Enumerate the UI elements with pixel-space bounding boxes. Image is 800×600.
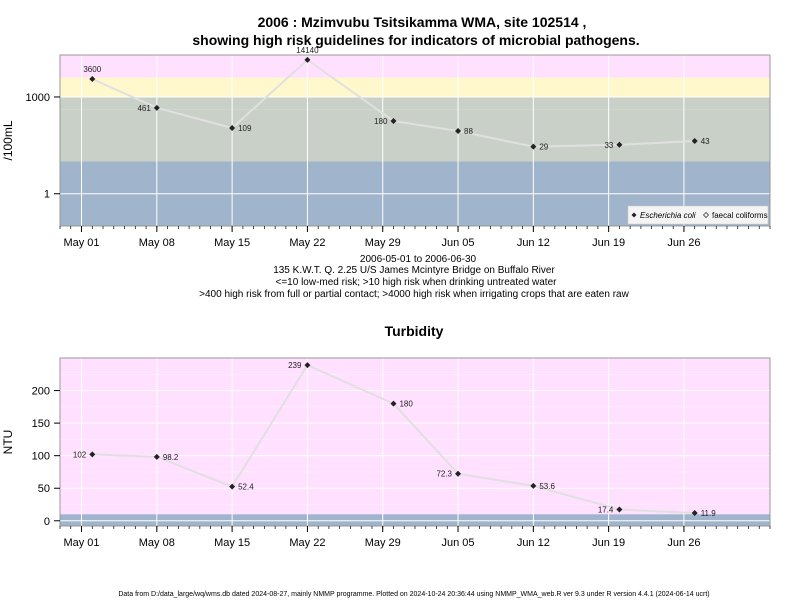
data-label: 11.9 — [701, 509, 717, 518]
legend-marker-ecoli — [631, 212, 637, 218]
ecoli-panel: May 01 May 08 May 15 May 22 May 29 Jun 05 Jun … — [1, 46, 771, 249]
x-tick-label: May 15 — [214, 537, 250, 549]
x-tick-label: Jun 26 — [667, 537, 700, 549]
legend-label-ecoli: Escherichia coli — [640, 211, 696, 220]
risk-band — [60, 55, 770, 78]
y-axis-label: /100mL — [1, 120, 15, 160]
x-tick-label: Jun 05 — [442, 237, 475, 249]
caption-site: 135 K.W.T. Q. 2.25 U/S James Mcintyre Br… — [273, 265, 555, 276]
data-point — [691, 510, 698, 517]
risk-band — [60, 514, 770, 526]
legend-box — [627, 205, 769, 225]
x-tick-label: May 29 — [365, 237, 401, 249]
risk-band — [60, 96, 770, 110]
data-point — [390, 400, 397, 407]
data-point — [390, 117, 397, 124]
data-label: 33 — [604, 141, 613, 150]
data-point — [616, 141, 623, 148]
data-label: 109 — [238, 124, 252, 133]
data-label: 72.3 — [436, 470, 452, 479]
caption-date-range: 2006-05-01 to 2006-06-30 — [360, 254, 477, 265]
data-label: 180 — [374, 117, 388, 126]
data-label: 239 — [288, 361, 302, 370]
x-tick-label: May 08 — [139, 537, 175, 549]
data-point — [153, 453, 160, 460]
data-label: 180 — [399, 400, 413, 409]
x-tick-label: Jun 12 — [517, 537, 550, 549]
data-label: 102 — [73, 450, 87, 459]
x-tick-label: May 01 — [63, 537, 99, 549]
y-tick-label: 0 — [44, 516, 50, 528]
data-label: 88 — [464, 127, 473, 136]
data-point — [616, 506, 623, 513]
y-tick-label: 100 — [32, 451, 50, 463]
data-label: 43 — [701, 137, 710, 146]
data-label: 29 — [539, 143, 548, 152]
chart-title-line1: 2006 : Mzimvubu Tsitsikamma WMA, site 10… — [258, 14, 587, 30]
data-point — [455, 128, 462, 135]
data-point — [304, 362, 311, 369]
y-tick-label: 150 — [32, 418, 50, 430]
data-label: 3600 — [83, 65, 101, 74]
legend-marker-faecal — [703, 212, 709, 218]
risk-band — [60, 109, 770, 162]
caption-contact-guideline: >400 high risk from full or partial cont… — [199, 289, 629, 300]
risk-band — [60, 358, 770, 515]
x-tick-label: May 08 — [139, 237, 175, 249]
y-tick-label: 1 — [44, 189, 50, 201]
data-label: 461 — [137, 104, 151, 113]
data-label: 53.6 — [539, 482, 555, 491]
x-tick-label: May 29 — [365, 537, 401, 549]
data-label: 17.4 — [598, 505, 614, 514]
x-tick-label: Jun 12 — [517, 237, 550, 249]
data-point — [455, 470, 462, 477]
data-point — [229, 483, 236, 490]
data-point — [89, 76, 96, 83]
footer-note: Data from D:/data_large/wq/wms.db dated … — [118, 591, 709, 598]
x-tick-label: Jun 19 — [592, 237, 625, 249]
data-label: 52.4 — [238, 483, 254, 492]
risk-band — [60, 77, 770, 97]
data-point — [229, 125, 236, 132]
data-point — [530, 143, 537, 150]
x-tick-label: Jun 19 — [592, 537, 625, 549]
data-point — [530, 482, 537, 489]
data-point — [304, 56, 311, 63]
chart-title-line2: showing high risk guidelines for indicat… — [192, 32, 639, 48]
x-tick-label: May 22 — [289, 537, 325, 549]
caption-drinking-guideline: <=10 low-med risk; >10 high risk when dr… — [276, 277, 558, 288]
x-tick-label: May 15 — [214, 237, 250, 249]
y-tick-label: 200 — [32, 386, 50, 398]
data-point — [153, 104, 160, 111]
y-tick-label: 1000 — [26, 92, 50, 104]
y-axis-label: NTU — [1, 430, 15, 455]
x-tick-label: May 01 — [63, 237, 99, 249]
x-tick-label: Jun 05 — [442, 537, 475, 549]
turbidity-panel: May 01 May 08 May 15 May 22 May 29 Jun 05 Jun … — [1, 357, 771, 549]
data-point — [691, 138, 698, 145]
data-label: 98.2 — [163, 453, 179, 462]
turbidity-title: Turbidity — [385, 323, 444, 339]
y-tick-label: 50 — [38, 483, 50, 495]
x-tick-label: May 22 — [289, 237, 325, 249]
legend-label-faecal: faecal coliforms — [712, 211, 768, 220]
data-point — [89, 451, 96, 458]
data-label: 14140 — [296, 46, 319, 55]
x-tick-label: Jun 26 — [667, 237, 700, 249]
